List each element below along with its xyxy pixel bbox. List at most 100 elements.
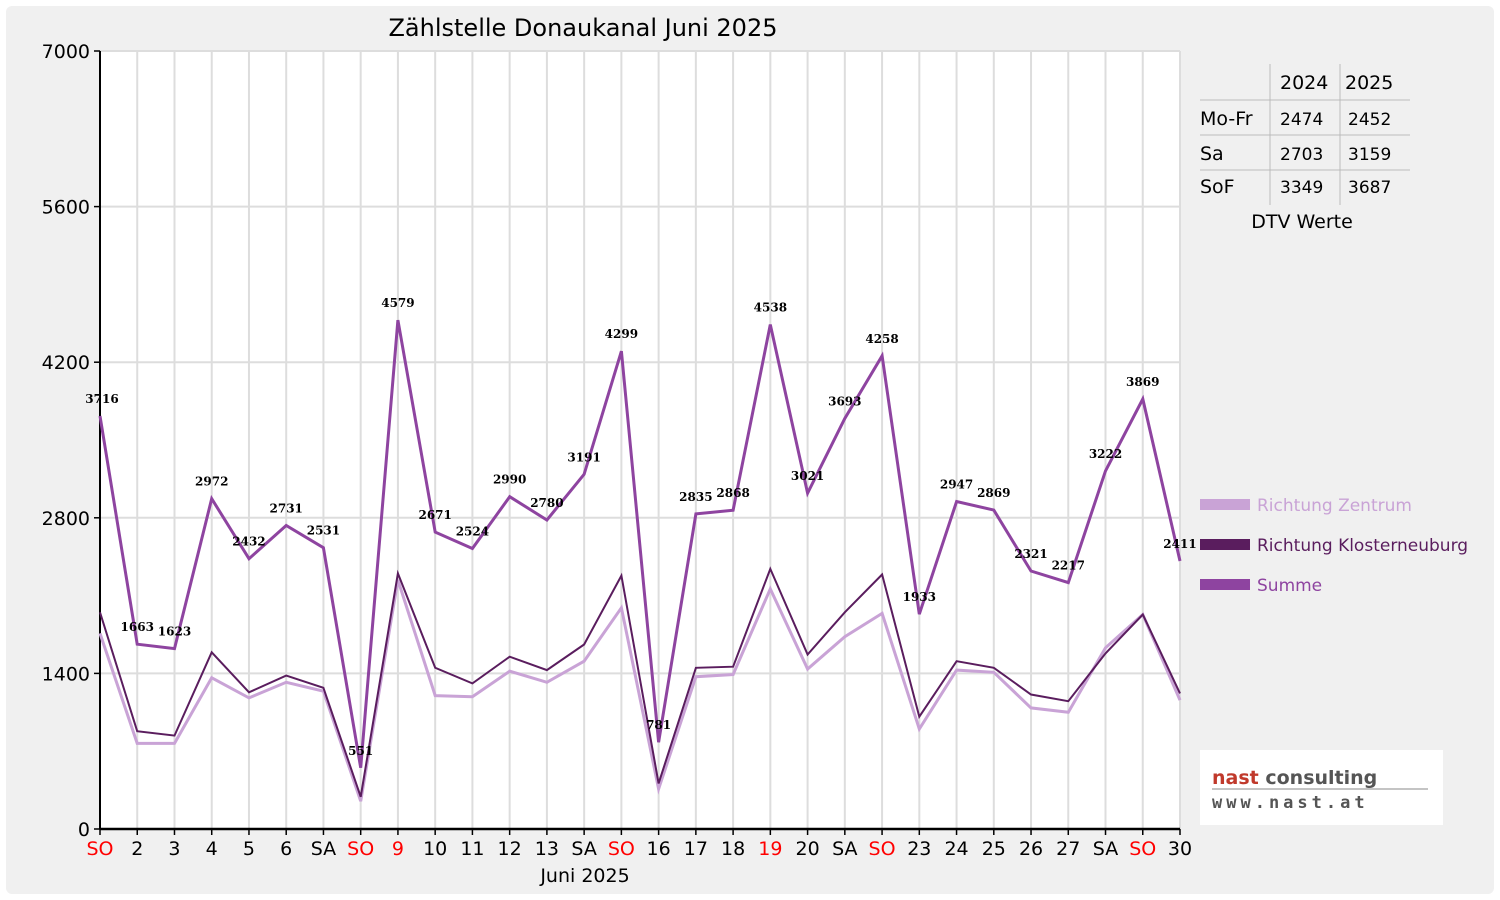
table-cell: 2474 <box>1280 110 1323 130</box>
x-tick-label: 10 <box>423 838 447 860</box>
y-tick-label: 1400 <box>42 663 90 685</box>
y-tick-label: 2800 <box>42 508 90 530</box>
data-label: 2731 <box>270 501 303 515</box>
data-label: 2531 <box>307 524 340 538</box>
data-label: 1623 <box>158 625 191 639</box>
table-cell: 3349 <box>1280 178 1323 198</box>
table-row-label: Sa <box>1200 143 1224 165</box>
x-tick-label: SO <box>86 838 113 860</box>
y-tick-label: 4200 <box>42 352 90 374</box>
table-row-label: Mo-Fr <box>1200 108 1253 130</box>
x-tick-label: 9 <box>392 838 404 860</box>
x-tick-labels: SO 2 3 4 5 6 SA SO 9 10 11 12 13 SA SO 16 17 18 19 20 SA SO 23… <box>86 838 1192 860</box>
data-label: 2972 <box>195 475 228 489</box>
data-label: 781 <box>646 718 671 732</box>
data-label: 2671 <box>418 508 451 522</box>
data-label: 2835 <box>679 490 712 504</box>
x-tick-label: 16 <box>647 838 671 860</box>
x-tick-label: 25 <box>982 838 1006 860</box>
legend-swatch <box>1200 579 1250 590</box>
x-tick-label: 30 <box>1168 838 1192 860</box>
data-label: 2990 <box>493 473 526 487</box>
x-tick-label: 4 <box>206 838 218 860</box>
series-line-2 <box>98 319 1182 769</box>
x-tick-label: 17 <box>684 838 708 860</box>
data-label: 2432 <box>232 535 265 549</box>
x-axis-label: Juni 2025 <box>539 865 629 887</box>
table-cell: 2703 <box>1280 145 1323 165</box>
logo-url: www.nast.at <box>1212 793 1369 813</box>
x-tick-label: 18 <box>721 838 745 860</box>
table-cell: 2452 <box>1348 110 1391 130</box>
legend-entry: Summe <box>1257 576 1322 596</box>
series-line-0 <box>98 579 1182 802</box>
plot-area <box>100 51 1180 829</box>
axes <box>94 50 1181 835</box>
x-tick-label: 11 <box>460 838 484 860</box>
x-tick-label: 27 <box>1056 838 1080 860</box>
dtv-table: 2024 2025 Mo-Fr 2474 2452 Sa 2703 3159 S… <box>1200 64 1410 233</box>
x-tick-label: 3 <box>168 838 180 860</box>
legend-entry: Richtung Zentrum <box>1257 496 1412 516</box>
data-label: 3021 <box>791 469 824 483</box>
x-tick-label: 13 <box>535 838 559 860</box>
data-label: 4538 <box>754 301 787 315</box>
table-cell: 3159 <box>1348 145 1391 165</box>
logo-background <box>1200 750 1443 825</box>
series-lines <box>98 319 1182 802</box>
data-label: 4258 <box>865 332 898 346</box>
data-label: 2321 <box>1014 547 1047 561</box>
data-label: 4579 <box>381 296 414 310</box>
data-label: 3191 <box>567 450 600 464</box>
x-tick-label: SO <box>347 838 374 860</box>
table-cell: 3687 <box>1348 178 1391 198</box>
x-tick-label: 5 <box>243 838 255 860</box>
data-label: 2217 <box>1052 559 1085 573</box>
x-tick-label: SO <box>1129 838 1156 860</box>
series-line-1 <box>99 566 1181 798</box>
y-tick-labels: 0 1400 2800 4200 5600 7000 <box>42 41 90 841</box>
data-label: 1933 <box>903 590 936 604</box>
table-header-2025: 2025 <box>1345 72 1393 94</box>
data-label: 3693 <box>828 395 861 409</box>
x-tick-label: SA <box>1093 838 1118 860</box>
logo-text: nast consulting <box>1212 767 1377 789</box>
data-label: 2868 <box>716 486 749 500</box>
data-label: 2780 <box>530 496 563 510</box>
data-label: 551 <box>348 744 373 758</box>
data-label: 2947 <box>940 477 973 491</box>
legend-swatch <box>1200 499 1250 510</box>
legend-entry: Richtung Klosterneuburg <box>1257 536 1468 556</box>
x-tick-label: 2 <box>131 838 143 860</box>
x-tick-label: 20 <box>795 838 819 860</box>
chart-title: Zählstelle Donaukanal Juni 2025 <box>388 14 777 42</box>
table-header-2024: 2024 <box>1280 72 1328 94</box>
x-tick-label: SA <box>832 838 857 860</box>
x-tick-label: 12 <box>498 838 522 860</box>
data-labels: 3716 1663 1623 2972 2432 2731 2531 551 4579 2671 2… <box>85 296 1196 758</box>
y-tick-label: 7000 <box>42 41 90 63</box>
nast-logo: nast consulting www.nast.at <box>1200 750 1443 825</box>
x-tick-label: 26 <box>1019 838 1043 860</box>
x-tick-label: 24 <box>944 838 968 860</box>
data-label: 3869 <box>1126 375 1159 389</box>
grid-lines <box>99 50 1181 830</box>
table-row-label: SoF <box>1200 176 1235 198</box>
x-tick-label: SA <box>571 838 596 860</box>
x-tick-label: SA <box>311 838 336 860</box>
x-tick-label: 19 <box>758 838 782 860</box>
data-label: 3716 <box>85 392 118 406</box>
y-tick-label: 0 <box>78 819 90 841</box>
x-tick-label: SO <box>869 838 896 860</box>
x-tick-label: 6 <box>280 838 292 860</box>
x-tick-label: 23 <box>907 838 931 860</box>
data-label: 2869 <box>977 486 1010 500</box>
x-tick-label: SO <box>608 838 635 860</box>
table-caption: DTV Werte <box>1251 211 1353 233</box>
data-label: 2411 <box>1163 537 1196 551</box>
legend: Richtung Zentrum Richtung Klosterneuburg S… <box>1200 496 1468 596</box>
legend-swatch <box>1200 539 1250 550</box>
data-label: 3222 <box>1089 447 1122 461</box>
y-tick-label: 5600 <box>42 197 90 219</box>
